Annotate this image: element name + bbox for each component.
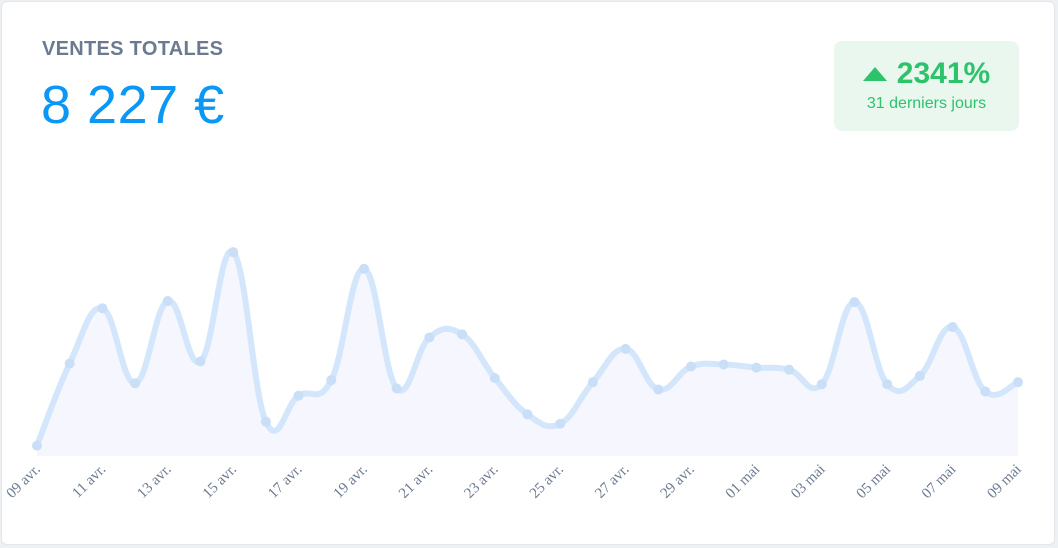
- data-point[interactable]: [620, 343, 631, 354]
- x-tick-label: 15 avr.: [200, 462, 240, 502]
- data-point[interactable]: [1013, 377, 1023, 388]
- data-point[interactable]: [489, 373, 500, 383]
- triangle-up-icon: [862, 67, 887, 81]
- x-tick-label: 25 avr.: [527, 462, 567, 502]
- series-area: [37, 251, 1018, 456]
- data-point[interactable]: [751, 362, 762, 373]
- data-point[interactable]: [555, 418, 566, 429]
- data-point[interactable]: [718, 359, 729, 370]
- data-point[interactable]: [424, 332, 435, 343]
- card-title: VENTES TOTALES: [42, 38, 224, 60]
- x-tick-label: 19 avr.: [331, 462, 371, 502]
- data-point[interactable]: [391, 383, 402, 394]
- data-point[interactable]: [522, 409, 533, 420]
- x-tick-label: 07 mai: [919, 462, 959, 502]
- data-point[interactable]: [32, 440, 42, 451]
- data-point[interactable]: [97, 303, 108, 314]
- trend-percent: 2341%: [896, 57, 991, 90]
- data-point[interactable]: [228, 247, 239, 258]
- x-tick-label: 27 avr.: [592, 462, 632, 502]
- x-tick-label: 17 avr.: [265, 462, 305, 502]
- data-point[interactable]: [947, 322, 958, 333]
- data-point[interactable]: [64, 358, 75, 369]
- data-point[interactable]: [130, 378, 141, 389]
- x-tick-label: 05 mai: [854, 462, 894, 502]
- trend-badge: 2341% 31 derniers jours: [834, 41, 1019, 131]
- x-tick-label: 23 avr.: [461, 462, 501, 502]
- x-tick-label: 09 avr.: [4, 462, 44, 502]
- data-point[interactable]: [162, 296, 173, 307]
- data-point[interactable]: [260, 416, 271, 427]
- x-tick-label: 13 avr.: [134, 462, 174, 502]
- x-tick-label: 01 mai: [723, 462, 763, 502]
- data-point[interactable]: [457, 329, 468, 340]
- data-point[interactable]: [882, 379, 893, 390]
- total-sales-value: 8 227 €: [41, 75, 225, 135]
- x-tick-label: 21 avr.: [396, 462, 436, 502]
- data-point[interactable]: [359, 263, 369, 274]
- trend-period: 31 derniers jours: [866, 95, 987, 112]
- x-tick-label: 11 avr.: [69, 462, 109, 502]
- data-point[interactable]: [293, 390, 304, 401]
- data-point[interactable]: [587, 377, 598, 388]
- data-point[interactable]: [849, 297, 860, 308]
- data-point[interactable]: [980, 386, 991, 397]
- data-point[interactable]: [686, 361, 696, 372]
- x-tick-label: 03 mai: [788, 462, 828, 502]
- x-tick-label: 09 mai: [984, 462, 1024, 502]
- data-point[interactable]: [653, 384, 664, 395]
- data-point[interactable]: [816, 379, 827, 390]
- data-point[interactable]: [914, 370, 925, 381]
- data-point[interactable]: [195, 356, 206, 367]
- data-point[interactable]: [784, 364, 795, 375]
- x-tick-label: 29 avr.: [658, 462, 698, 502]
- data-point[interactable]: [326, 375, 337, 386]
